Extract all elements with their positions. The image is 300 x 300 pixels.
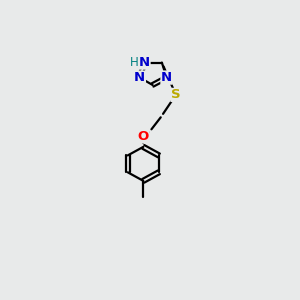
Text: N: N <box>161 71 172 84</box>
Text: H: H <box>130 56 138 69</box>
Text: O: O <box>138 130 149 143</box>
Text: N: N <box>134 71 146 84</box>
Text: N: N <box>139 56 150 69</box>
Text: S: S <box>171 88 181 101</box>
